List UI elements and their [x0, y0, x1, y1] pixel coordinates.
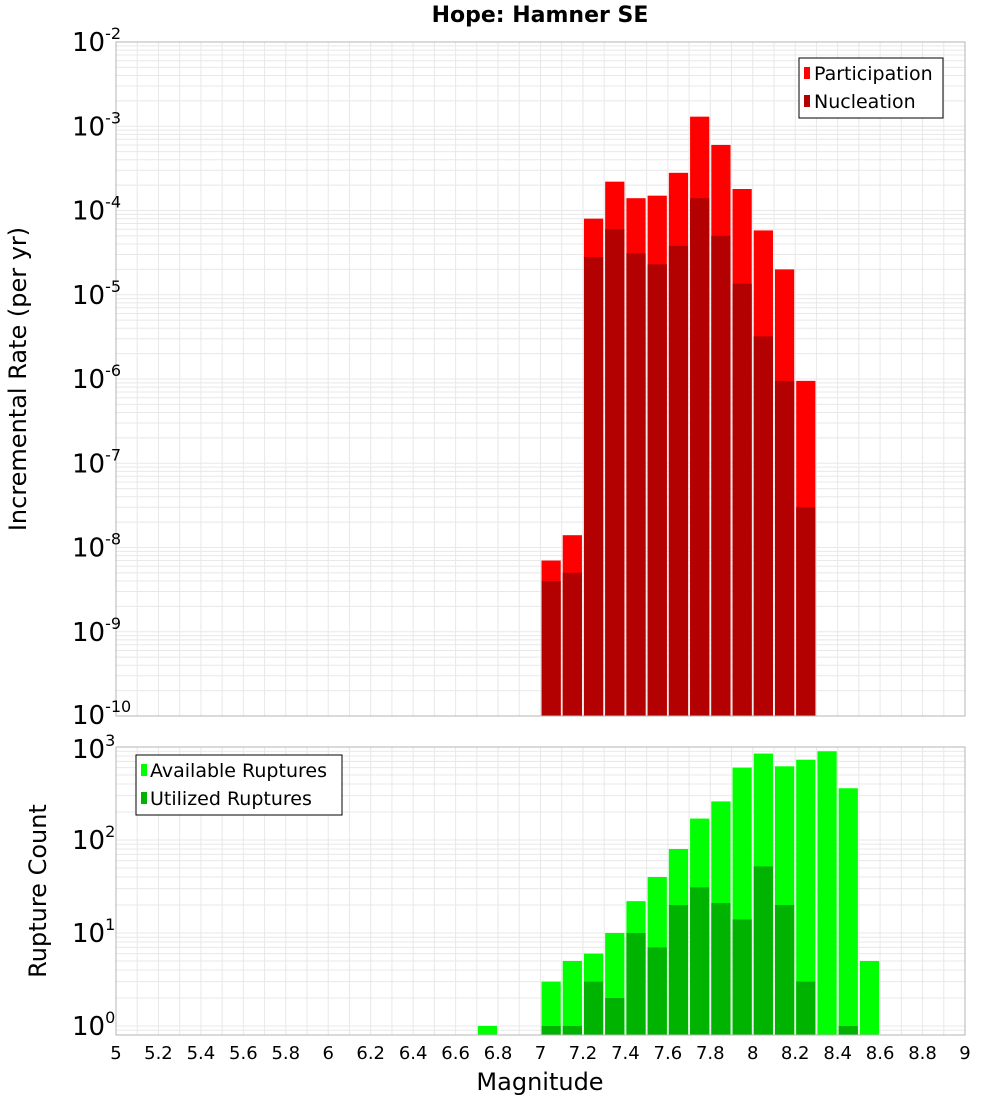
- y-tick-label: 10-4: [72, 193, 121, 227]
- nucleation-bar: [647, 264, 667, 716]
- count-legend: Available Ruptures Utilized Ruptures: [135, 754, 343, 816]
- nucleation-bar: [690, 198, 710, 716]
- y-tick-label: 103: [72, 731, 115, 765]
- available-bar: [541, 981, 561, 1035]
- x-tick-label: 7.4: [611, 1043, 640, 1064]
- nucleation-bar: [605, 229, 625, 717]
- magnitude-x-axis-title: Magnitude: [476, 1068, 603, 1096]
- x-tick-label: 6: [323, 1043, 334, 1064]
- x-tick-label: 8.4: [823, 1043, 852, 1064]
- nucleation-bar: [583, 257, 604, 716]
- y-tick-label: 10-5: [72, 277, 121, 311]
- available-swatch: [141, 764, 147, 776]
- count-bars: [477, 751, 880, 1035]
- x-tick-label: 7: [535, 1043, 546, 1064]
- x-tick-label: 6.8: [484, 1043, 513, 1064]
- utilized-bar: [541, 1025, 561, 1035]
- utilized-bar: [753, 866, 773, 1035]
- x-tick-label: 7.2: [569, 1043, 598, 1064]
- nucleation-bar: [796, 507, 816, 716]
- utilized-bar: [711, 903, 731, 1035]
- nucleation-swatch: [804, 95, 810, 107]
- utilized-bar: [774, 904, 795, 1035]
- nucleation-legend-label: Nucleation: [814, 91, 916, 113]
- nucleation-bar: [774, 380, 795, 716]
- count-y-ticks: 100 101 102 103: [72, 731, 115, 1042]
- available-legend-label: Available Ruptures: [150, 760, 327, 782]
- available-bar: [838, 788, 858, 1035]
- x-tick-label: 8.6: [866, 1043, 895, 1064]
- x-tick-label: 5.6: [229, 1043, 258, 1064]
- utilized-bar: [605, 997, 625, 1035]
- y-tick-label: 101: [72, 915, 115, 949]
- utilized-bar: [668, 904, 689, 1035]
- nucleation-bar: [732, 283, 752, 716]
- y-tick-label: 10-2: [72, 24, 121, 58]
- nucleation-bar: [711, 235, 731, 717]
- count-panel: 100 101 102 103 5 5.2 5.4 5.6 5.8 6 6.2 6.4 6.6 6.8 7…: [24, 731, 971, 1096]
- utilized-swatch: [141, 792, 147, 804]
- magnitude-x-ticks: 5 5.2 5.4 5.6 5.8 6 6.2 6.4 6.6 6.8 7 7.2 7.4 7.6 7.8 8…: [110, 1043, 970, 1064]
- available-bar: [477, 1025, 498, 1035]
- available-bar: [817, 751, 837, 1035]
- x-tick-label: 6.6: [441, 1043, 470, 1064]
- rate-plot-frame: [115, 41, 966, 717]
- nucleation-bar: [541, 581, 561, 716]
- utilized-legend-label: Utilized Ruptures: [150, 788, 312, 810]
- rate-legend-box: [798, 57, 944, 119]
- rate-panel: 10-10 10-9 10-8 10-7 10-6 10-5 10-4 10-3 10-2 In…: [4, 24, 966, 731]
- utilized-bar: [562, 1025, 582, 1035]
- x-tick-label: 5.4: [187, 1043, 216, 1064]
- y-tick-label: 102: [72, 822, 115, 856]
- x-tick-label: 6.4: [399, 1043, 428, 1064]
- utilized-bar: [583, 981, 604, 1035]
- x-tick-label: 7.6: [654, 1043, 683, 1064]
- x-tick-label: 9: [959, 1043, 970, 1064]
- participation-swatch: [804, 67, 810, 79]
- available-bar: [859, 960, 880, 1035]
- x-tick-label: 5.8: [271, 1043, 300, 1064]
- y-tick-label: 10-10: [72, 697, 131, 731]
- x-tick-label: 5: [110, 1043, 121, 1064]
- x-tick-label: 5.2: [144, 1043, 173, 1064]
- y-tick-label: 10-3: [72, 108, 121, 142]
- rate-grid: [115, 42, 966, 717]
- count-plot-frame: [115, 746, 966, 1036]
- x-tick-label: 8.8: [908, 1043, 937, 1064]
- nucleation-bar: [626, 253, 646, 716]
- chart-title: Hope: Hamner SE: [432, 3, 649, 28]
- nucleation-bar: [562, 572, 582, 716]
- x-tick-label: 8: [747, 1043, 758, 1064]
- rate-legend: Participation Nucleation: [798, 57, 944, 119]
- utilized-bar: [626, 932, 646, 1035]
- utilized-bar: [796, 981, 816, 1035]
- x-tick-label: 7.8: [696, 1043, 725, 1064]
- y-tick-label: 10-8: [72, 530, 121, 564]
- nucleation-bar: [668, 245, 689, 716]
- available-bar: [796, 759, 816, 1035]
- count-y-axis-title: Rupture Count: [24, 804, 52, 978]
- y-tick-label: 10-7: [72, 445, 121, 479]
- available-bar: [562, 960, 582, 1035]
- y-tick-label: 10-9: [72, 614, 121, 648]
- count-legend-box: [135, 754, 343, 816]
- y-tick-label: 100: [72, 1008, 115, 1042]
- rate-y-axis-title: Incremental Rate (per yr): [4, 227, 32, 531]
- x-tick-label: 6.2: [356, 1043, 385, 1064]
- rate-y-ticks: 10-10 10-9 10-8 10-7 10-6 10-5 10-4 10-3 10-2: [72, 24, 131, 731]
- participation-legend-label: Participation: [814, 63, 933, 85]
- utilized-bar: [732, 919, 752, 1035]
- nucleation-bar: [753, 336, 773, 716]
- utilized-bar: [838, 1025, 858, 1035]
- y-tick-label: 10-6: [72, 361, 121, 395]
- utilized-bar: [690, 887, 710, 1035]
- rate-bars: [541, 116, 816, 717]
- x-tick-label: 8.2: [781, 1043, 810, 1064]
- utilized-bar: [647, 947, 667, 1035]
